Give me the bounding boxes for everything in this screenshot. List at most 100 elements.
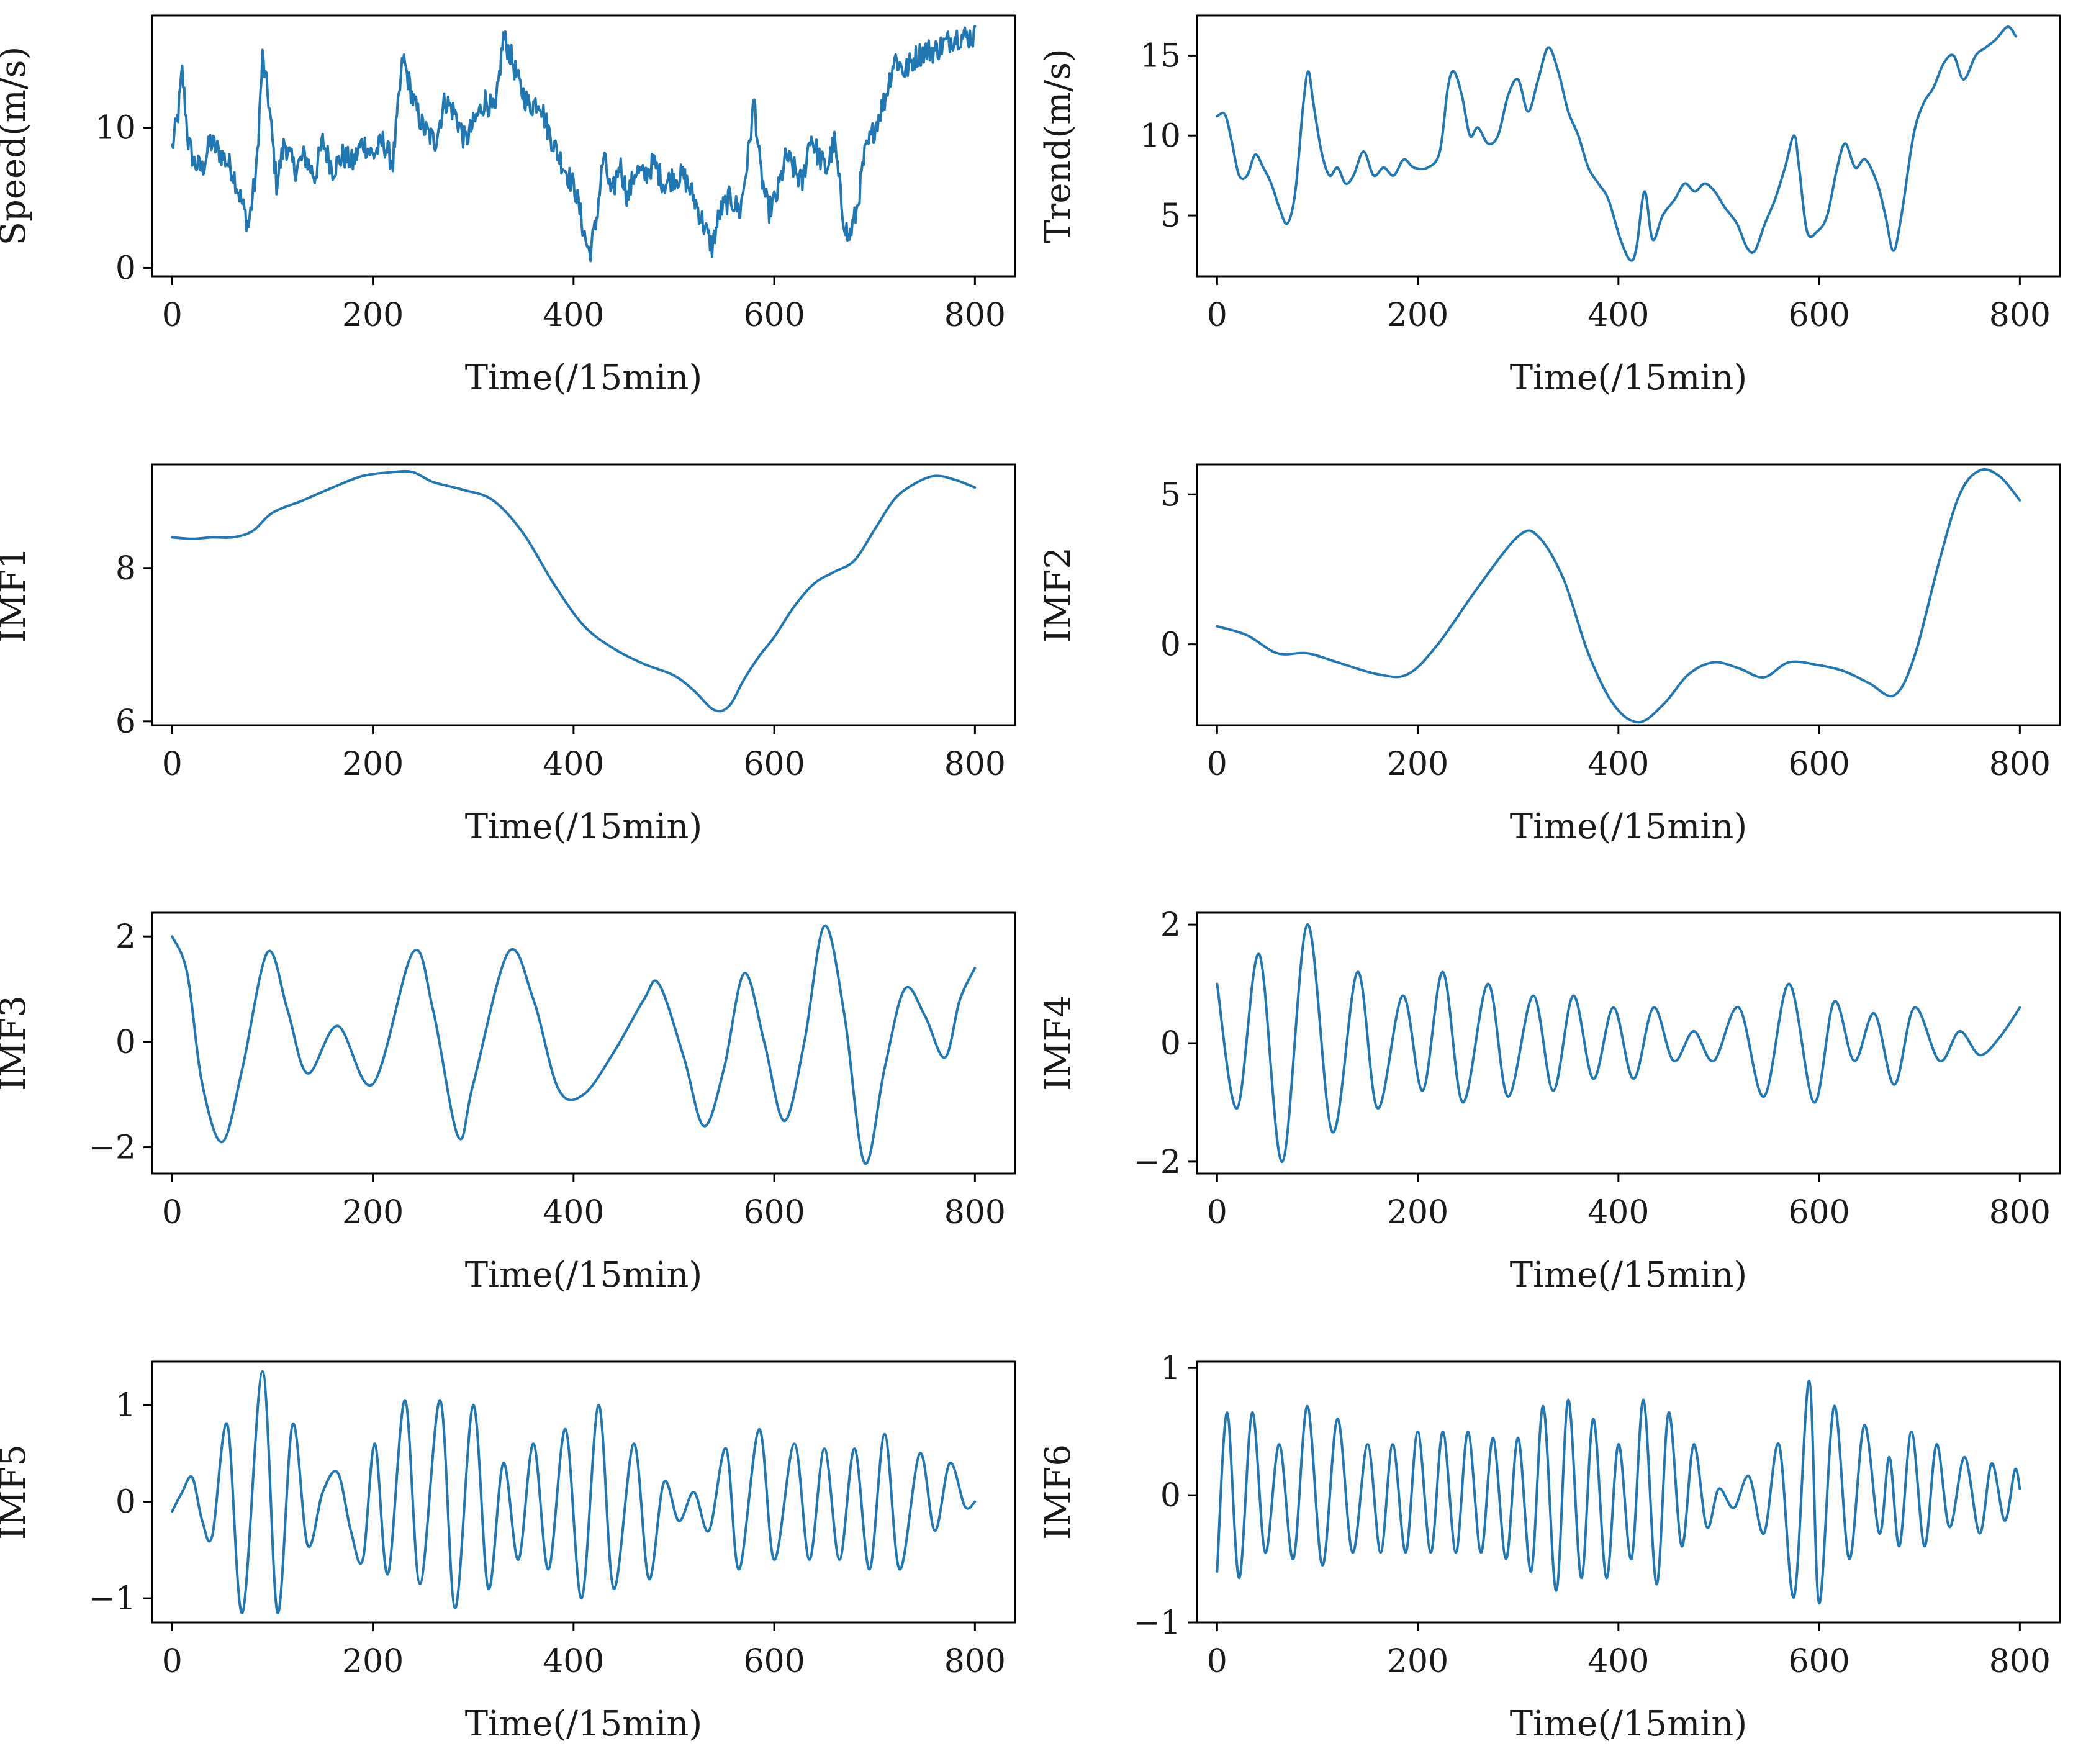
series-line-speed xyxy=(171,25,977,263)
x-tick-label: 800 xyxy=(1989,746,2051,783)
x-tick-label: 0 xyxy=(1207,1194,1227,1231)
x-tick-label: 0 xyxy=(162,1194,183,1231)
y-tick-label: −2 xyxy=(88,1129,136,1167)
x-tick-label: 600 xyxy=(1788,746,1849,783)
plot-frame xyxy=(151,1360,1016,1624)
chart-panel-imf4: 0 200 400 600 800 −2 0 2 Time(/15min) IMF4 xyxy=(1038,907,2061,1295)
plot-frame xyxy=(1196,1360,2061,1624)
chart-panel-imf6: 0 200 400 600 800 −1 0 1 Time(/15min) IMF6 xyxy=(1038,1350,2061,1744)
x-tick-label: 400 xyxy=(1587,746,1649,783)
chart-panel-imf3: 0 200 400 600 800 −2 0 2 Time(/15min) IMF3 xyxy=(0,911,1016,1295)
y-tick-label: 1 xyxy=(1160,1350,1181,1387)
x-axis-label: Time(/15min) xyxy=(465,807,702,847)
x-tick-label: 600 xyxy=(1788,297,1849,334)
x-tick-label: 800 xyxy=(1989,297,2051,334)
x-tick-label: 0 xyxy=(162,746,183,783)
x-tick-label: 800 xyxy=(944,297,1006,334)
chart-panel-speed: 0 200 400 600 800 0 10 Time(/15min) Speed(m/s) xyxy=(0,14,1016,398)
y-axis-label: IMF2 xyxy=(1038,547,1078,643)
plot-frame xyxy=(151,463,1016,726)
series-line-imf3 xyxy=(171,925,977,1165)
x-tick-label: 400 xyxy=(543,746,604,783)
y-tick-label: −1 xyxy=(88,1580,136,1617)
y-axis-label: IMF6 xyxy=(1038,1444,1078,1540)
x-tick-label: 600 xyxy=(743,297,805,334)
y-tick-label: −1 xyxy=(1133,1604,1181,1642)
x-tick-label: 0 xyxy=(1207,1643,1227,1680)
y-tick-label: 2 xyxy=(115,918,136,956)
x-tick-label: 200 xyxy=(342,746,404,783)
x-tick-label: 400 xyxy=(543,1643,604,1680)
series-line-imf4 xyxy=(1216,923,2021,1163)
x-tick-label: 600 xyxy=(743,746,805,783)
x-axis-label: Time(/15min) xyxy=(1510,1255,1747,1295)
series-line-imf5 xyxy=(171,1370,977,1614)
x-axis-label: Time(/15min) xyxy=(465,1704,702,1744)
x-tick-label: 600 xyxy=(743,1194,805,1231)
x-tick-label: 400 xyxy=(1587,1643,1649,1680)
y-tick-label: 5 xyxy=(1160,197,1181,235)
y-tick-label: 5 xyxy=(1160,476,1181,513)
x-tick-label: 200 xyxy=(342,1643,404,1680)
x-axis-label: Time(/15min) xyxy=(1510,358,1747,398)
plot-frame xyxy=(1196,463,2061,726)
plot-frame xyxy=(151,14,1016,278)
x-tick-label: 600 xyxy=(1788,1643,1849,1680)
y-tick-label: 2 xyxy=(1160,907,1181,944)
x-tick-label: 200 xyxy=(342,1194,404,1231)
x-axis-label: Time(/15min) xyxy=(1510,807,1747,847)
x-tick-label: 800 xyxy=(1989,1194,2051,1231)
x-tick-label: 600 xyxy=(1788,1194,1849,1231)
y-tick-label: 0 xyxy=(1160,1025,1181,1062)
x-tick-label: 400 xyxy=(1587,1194,1649,1231)
series-line-imf6 xyxy=(1216,1379,2021,1605)
chart-panel-imf2: 0 200 400 600 800 0 5 Time(/15min) IMF2 xyxy=(1038,463,2061,847)
plot-frame xyxy=(151,911,1016,1175)
y-tick-label: 0 xyxy=(115,1484,136,1521)
y-tick-label: 0 xyxy=(115,250,136,287)
x-tick-label: 800 xyxy=(1989,1643,2051,1680)
x-tick-label: 400 xyxy=(543,1194,604,1231)
y-tick-label: 0 xyxy=(115,1024,136,1061)
y-axis-label: Speed(m/s) xyxy=(0,47,34,246)
y-tick-label: 6 xyxy=(115,703,136,741)
x-tick-label: 0 xyxy=(162,297,183,334)
y-axis-label: IMF3 xyxy=(0,995,34,1091)
x-axis-label: Time(/15min) xyxy=(465,358,702,398)
x-tick-label: 400 xyxy=(1587,297,1649,334)
x-tick-label: 800 xyxy=(944,746,1006,783)
y-tick-label: 1 xyxy=(115,1387,136,1424)
x-tick-label: 0 xyxy=(162,1643,183,1680)
x-tick-label: 200 xyxy=(1387,1194,1448,1231)
y-tick-label: 10 xyxy=(95,110,136,147)
y-tick-label: 0 xyxy=(1160,626,1181,664)
chart-panel-imf1: 0 200 400 600 800 6 8 Time(/15min) IMF1 xyxy=(0,463,1016,847)
x-tick-label: 200 xyxy=(342,297,404,334)
chart-panel-trend: 0 200 400 600 800 5 10 15 Time(/15min) Trend(m/s) xyxy=(1038,14,2061,398)
chart-panel-imf5: 0 200 400 600 800 −1 0 1 Time(/15min) IMF5 xyxy=(0,1360,1016,1744)
y-tick-label: 15 xyxy=(1140,37,1181,75)
y-axis-label: Trend(m/s) xyxy=(1038,48,1078,243)
y-tick-label: 0 xyxy=(1160,1477,1181,1514)
x-tick-label: 200 xyxy=(1387,1643,1448,1680)
series-line-imf2 xyxy=(1216,468,2021,724)
y-axis-label: IMF1 xyxy=(0,547,34,643)
y-tick-label: 8 xyxy=(115,550,136,587)
x-tick-label: 600 xyxy=(743,1643,805,1680)
y-axis-label: IMF4 xyxy=(1038,995,1078,1091)
series-line-imf1 xyxy=(171,469,977,713)
x-tick-label: 200 xyxy=(1387,746,1448,783)
x-tick-label: 800 xyxy=(944,1643,1006,1680)
x-tick-label: 0 xyxy=(1207,746,1227,783)
plot-frame xyxy=(1196,14,2061,278)
y-tick-label: 10 xyxy=(1140,117,1181,155)
x-axis-label: Time(/15min) xyxy=(1510,1704,1747,1744)
x-axis-label: Time(/15min) xyxy=(465,1255,702,1295)
x-tick-label: 800 xyxy=(944,1194,1006,1231)
x-tick-label: 200 xyxy=(1387,297,1448,334)
x-tick-label: 0 xyxy=(1207,297,1227,334)
y-axis-label: IMF5 xyxy=(0,1444,34,1540)
y-tick-label: −2 xyxy=(1133,1144,1181,1181)
x-tick-label: 400 xyxy=(543,297,604,334)
